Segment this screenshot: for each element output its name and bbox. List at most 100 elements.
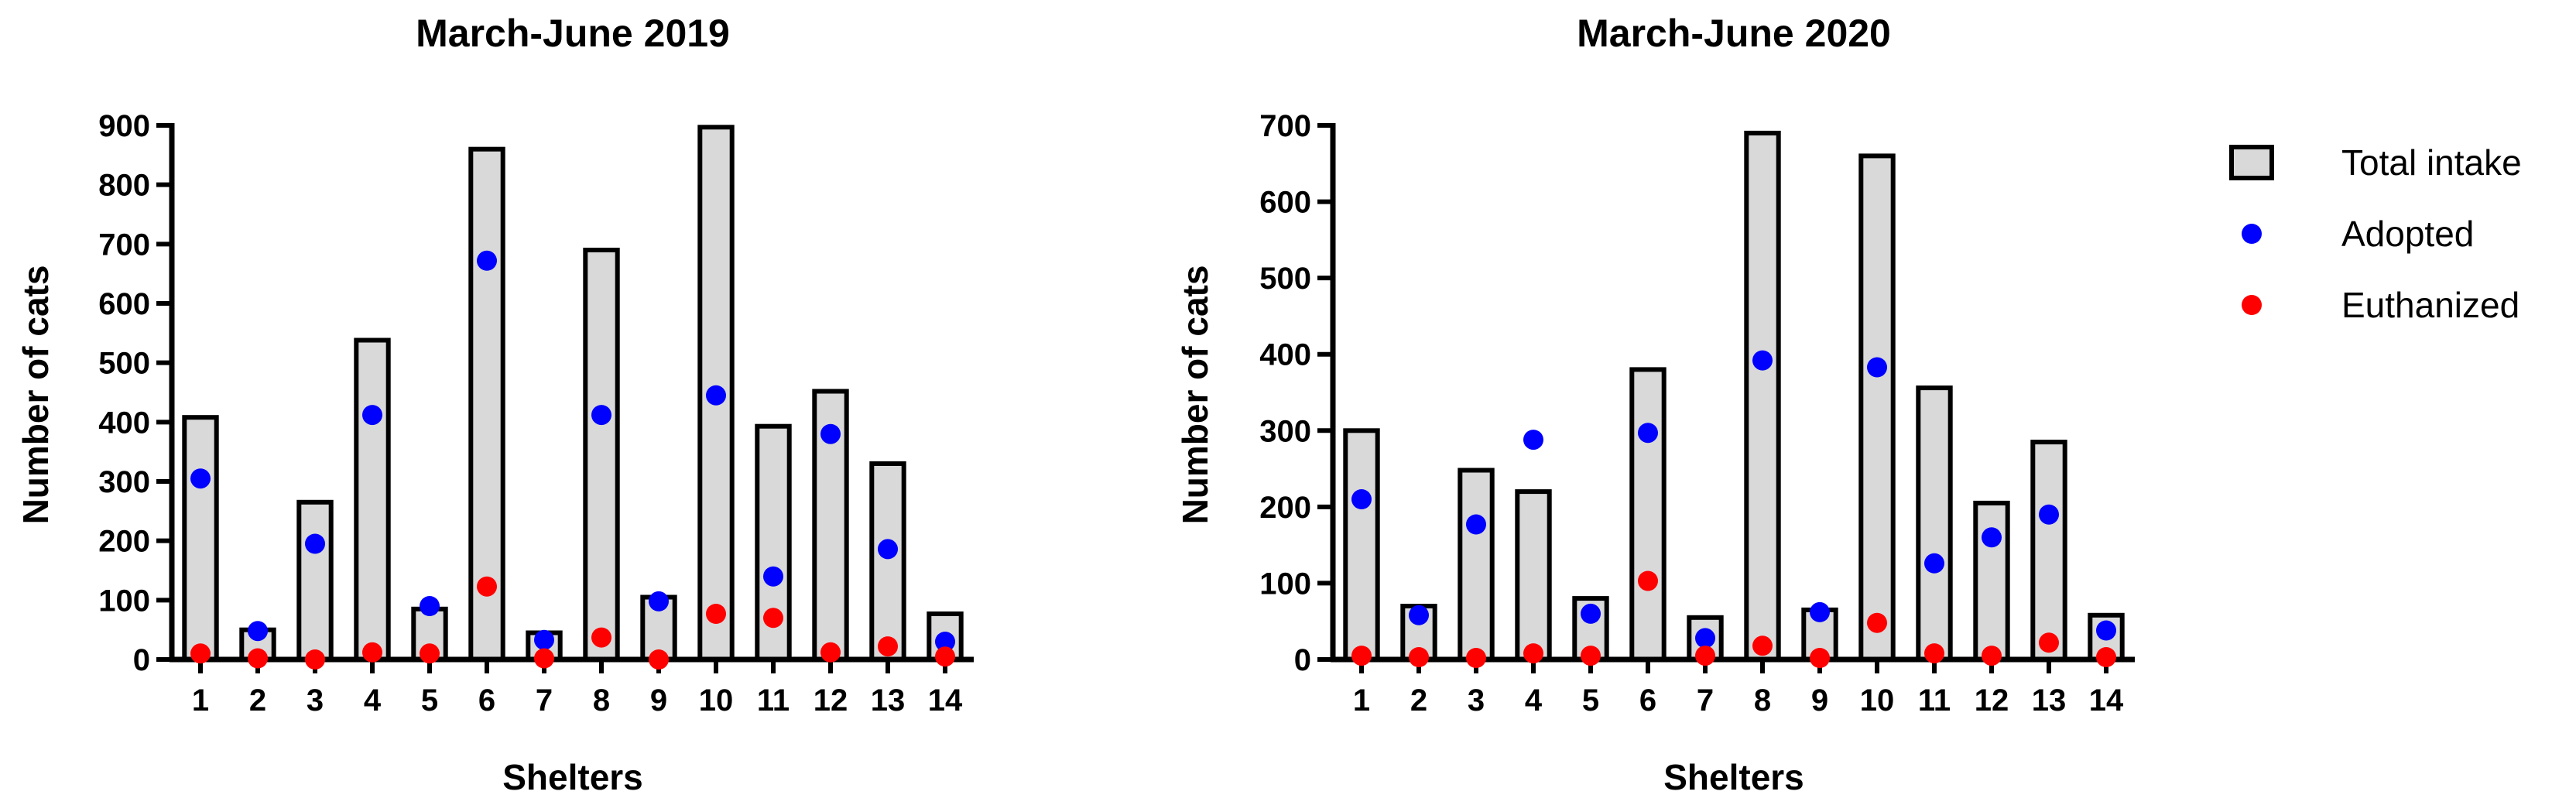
x-tick-label: 8 (1754, 683, 1771, 718)
x-tick-label: 8 (593, 683, 610, 718)
y-tick-label: 900 (98, 109, 150, 143)
x-tick-label: 2 (1410, 683, 1427, 718)
point-adopted-2 (248, 621, 268, 642)
point-euthanized-8 (1752, 635, 1773, 656)
bar-total-intake-4 (354, 337, 391, 662)
x-tick-label: 2 (249, 683, 266, 718)
point-adopted-7 (534, 629, 554, 650)
point-adopted-11 (1924, 553, 1944, 574)
bar-total-intake-1 (1343, 428, 1380, 662)
x-tick-label: 13 (2032, 683, 2067, 718)
point-euthanized-5 (1581, 646, 1601, 666)
x-tick-label: 1 (1353, 683, 1370, 718)
point-euthanized-11 (763, 608, 783, 629)
chart-2020: March-June 2020 Number of cats Shelters … (1175, 12, 2135, 797)
x-axis-label: Shelters (502, 757, 643, 797)
chart-title: March-June 2019 (416, 12, 730, 55)
y-tick-label: 500 (98, 347, 150, 381)
bar-total-intake-13 (869, 461, 906, 662)
point-euthanized-7 (1695, 646, 1715, 666)
legend-swatch-dot (2242, 224, 2262, 244)
x-tick-label: 13 (871, 683, 906, 718)
x-axis-label: Shelters (1663, 757, 1804, 797)
legend: Total intake Adopted Euthanized (2229, 142, 2522, 325)
x-tick-label: 14 (928, 683, 963, 718)
point-euthanized-1 (190, 643, 211, 664)
x-tick-label: 10 (699, 683, 734, 718)
point-euthanized-11 (1924, 643, 1944, 664)
chart-title: March-June 2020 (1577, 12, 1891, 55)
legend-swatch-dot (2242, 295, 2262, 315)
point-adopted-1 (1351, 489, 1372, 509)
point-adopted-1 (190, 468, 211, 489)
x-tick-label: 6 (1639, 683, 1656, 718)
point-euthanized-14 (935, 646, 955, 667)
x-tick-label: 10 (1860, 683, 1895, 718)
point-euthanized-5 (420, 643, 440, 664)
point-euthanized-8 (591, 627, 611, 648)
bar-total-intake-3 (296, 499, 334, 662)
x-tick-label: 3 (307, 683, 324, 718)
bar-total-intake-8 (583, 248, 620, 662)
point-adopted-11 (763, 566, 783, 587)
point-euthanized-2 (248, 648, 268, 669)
point-adopted-2 (1409, 605, 1429, 625)
x-tick-label: 3 (1468, 683, 1485, 718)
x-tick-label: 9 (1811, 683, 1828, 718)
point-euthanized-3 (1466, 648, 1486, 668)
point-adopted-10 (1867, 357, 1887, 378)
y-tick-label: 700 (98, 228, 150, 262)
point-adopted-9 (1810, 601, 1830, 622)
x-tick-label: 4 (1525, 683, 1543, 718)
x-tick-label: 5 (421, 683, 438, 718)
legend-label: Euthanized (2341, 285, 2519, 325)
x-tick-label: 12 (814, 683, 848, 718)
point-adopted-5 (420, 596, 440, 616)
point-adopted-5 (1581, 603, 1601, 624)
chart-2019: March-June 2019 Number of cats Shelters … (15, 12, 974, 797)
x-tick-label: 6 (478, 683, 495, 718)
legend-label: Total intake (2341, 142, 2522, 183)
y-tick-label: 400 (1259, 338, 1311, 372)
point-euthanized-2 (1409, 647, 1429, 667)
y-tick-label: 0 (1294, 643, 1311, 677)
point-adopted-12 (1982, 527, 2002, 548)
x-tick-label: 9 (650, 683, 667, 718)
point-adopted-13 (2039, 504, 2059, 525)
bar-total-intake-4 (1515, 489, 1552, 662)
point-euthanized-12 (820, 642, 841, 663)
y-tick-label: 800 (98, 169, 150, 203)
point-adopted-6 (1638, 423, 1658, 444)
x-tick-label: 14 (2089, 683, 2124, 718)
point-adopted-3 (305, 533, 325, 554)
bar-total-intake-8 (1744, 130, 1781, 662)
legend-label: Adopted (2341, 214, 2474, 254)
bar-total-intake-12 (1973, 500, 2010, 663)
point-euthanized-13 (878, 636, 898, 657)
point-adopted-13 (878, 539, 898, 560)
point-euthanized-10 (706, 604, 726, 624)
point-adopted-14 (935, 632, 955, 652)
x-tick-label: 5 (1582, 683, 1599, 718)
point-euthanized-6 (1638, 570, 1658, 591)
legend-swatch-box (2229, 145, 2274, 180)
x-tick-label: 7 (1697, 683, 1714, 718)
bar-total-intake-13 (2030, 440, 2067, 662)
x-tick-label: 11 (757, 683, 790, 718)
point-euthanized-10 (1867, 612, 1887, 633)
point-euthanized-4 (362, 642, 382, 663)
bar-total-intake-11 (1916, 385, 1953, 662)
point-euthanized-9 (1810, 648, 1830, 668)
y-tick-label: 100 (1259, 567, 1311, 601)
x-tick-label: 11 (1918, 683, 1951, 718)
y-tick-label: 600 (98, 287, 150, 321)
point-adopted-8 (591, 405, 611, 426)
y-tick-label: 200 (1259, 491, 1311, 525)
point-adopted-10 (706, 385, 726, 406)
point-euthanized-13 (2039, 632, 2059, 653)
point-adopted-12 (820, 423, 841, 444)
y-tick-label: 600 (1259, 186, 1311, 220)
point-euthanized-7 (534, 648, 554, 669)
x-tick-label: 4 (364, 683, 382, 718)
